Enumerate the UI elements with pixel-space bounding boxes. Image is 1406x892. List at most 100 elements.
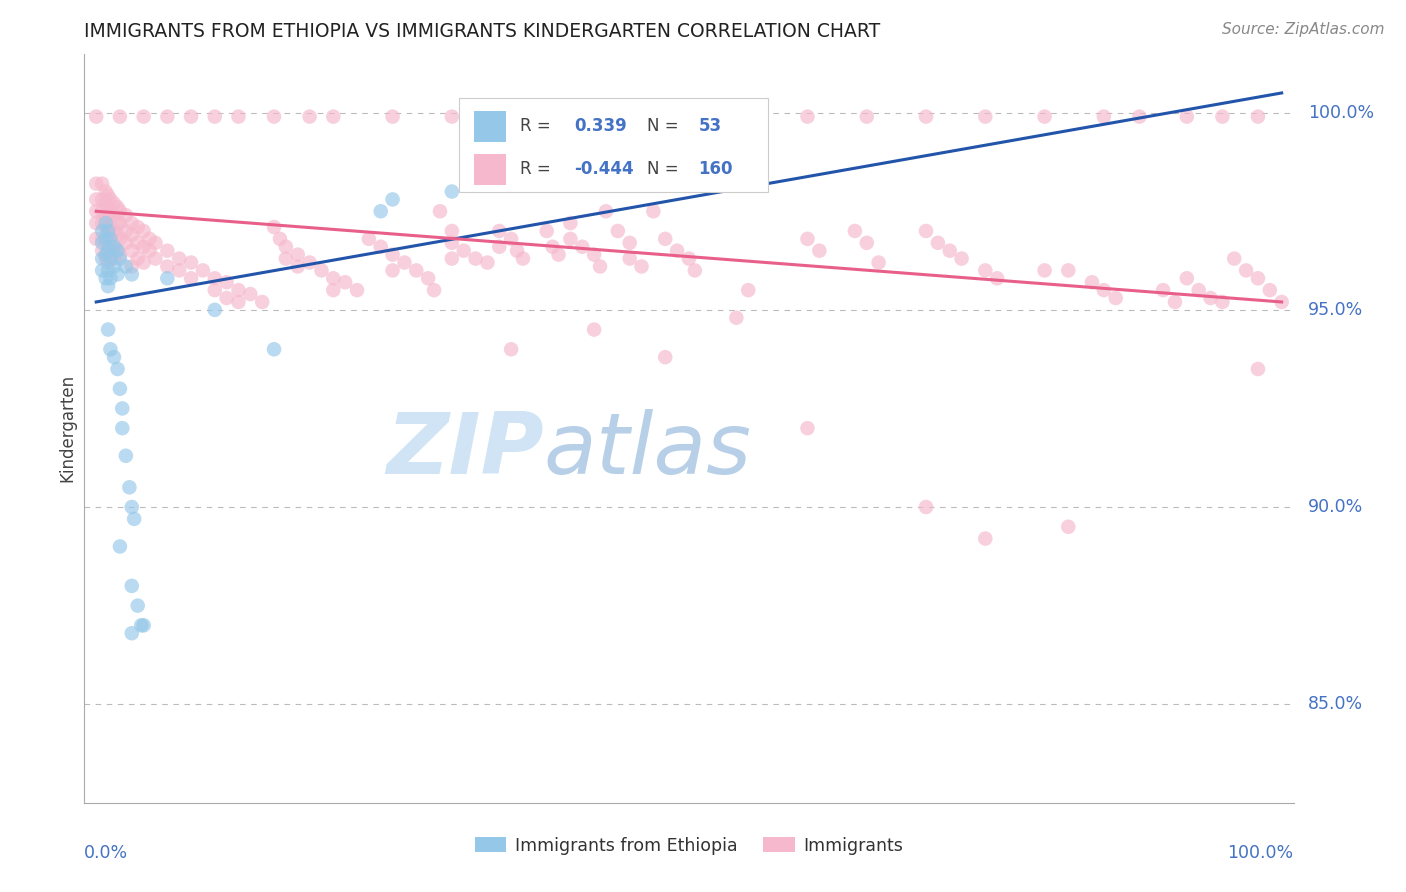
Text: 0.0%: 0.0% — [84, 844, 128, 862]
Point — [132, 110, 155, 124]
Point — [103, 252, 125, 266]
Point — [464, 252, 486, 266]
Point — [855, 110, 877, 124]
Point — [97, 188, 120, 202]
Point — [121, 227, 143, 242]
Point — [94, 220, 117, 235]
Point — [107, 244, 129, 258]
Point — [1258, 283, 1281, 297]
Point — [381, 110, 404, 124]
Point — [394, 255, 416, 269]
Point — [381, 193, 404, 207]
Point — [91, 193, 114, 207]
Point — [1271, 295, 1294, 310]
Point — [678, 110, 700, 124]
Point — [683, 263, 706, 277]
Point — [132, 618, 155, 632]
Point — [974, 532, 997, 546]
Point — [589, 260, 612, 274]
Point — [91, 232, 114, 246]
Point — [108, 216, 131, 230]
Point — [440, 252, 463, 266]
Point — [311, 263, 333, 277]
Point — [107, 216, 129, 230]
Point — [868, 255, 890, 269]
Point — [666, 244, 689, 258]
Text: 53: 53 — [699, 118, 721, 136]
Point — [915, 224, 938, 238]
Point — [440, 224, 463, 238]
Point — [938, 244, 960, 258]
Point — [370, 240, 392, 254]
Point — [122, 512, 145, 526]
Point — [228, 295, 250, 310]
Point — [1164, 295, 1187, 310]
Point — [108, 247, 131, 261]
Point — [595, 204, 617, 219]
Point — [274, 240, 297, 254]
Point — [263, 343, 285, 357]
Text: atlas: atlas — [544, 409, 752, 492]
Point — [381, 247, 404, 261]
Point — [97, 224, 120, 238]
Point — [440, 185, 463, 199]
Point — [619, 252, 641, 266]
Point — [855, 235, 877, 250]
Legend: Immigrants from Ethiopia, Immigrants: Immigrants from Ethiopia, Immigrants — [468, 830, 910, 862]
Point — [536, 224, 558, 238]
Text: 90.0%: 90.0% — [1308, 498, 1364, 516]
Point — [121, 216, 143, 230]
Point — [974, 263, 997, 277]
Point — [440, 235, 463, 250]
Point — [84, 110, 107, 124]
Point — [84, 204, 107, 219]
Point — [121, 626, 143, 640]
Point — [84, 232, 107, 246]
Point — [986, 271, 1008, 285]
Point — [287, 247, 309, 261]
Point — [180, 255, 202, 269]
Text: Source: ZipAtlas.com: Source: ZipAtlas.com — [1222, 22, 1385, 37]
Point — [118, 480, 141, 494]
Point — [115, 208, 138, 222]
Point — [100, 232, 122, 246]
Point — [477, 255, 499, 269]
Point — [100, 193, 122, 207]
Point — [94, 196, 117, 211]
Point — [501, 110, 523, 124]
Point — [103, 208, 125, 222]
Text: 0.339: 0.339 — [574, 118, 627, 136]
Point — [1057, 263, 1080, 277]
Point — [1247, 271, 1270, 285]
Point — [654, 350, 676, 364]
Point — [103, 240, 125, 254]
Point — [844, 224, 866, 238]
Point — [1105, 291, 1128, 305]
Point — [1188, 283, 1211, 297]
Point — [1199, 291, 1222, 305]
Point — [204, 283, 226, 297]
Point — [108, 204, 131, 219]
Point — [322, 110, 344, 124]
Point — [1247, 110, 1270, 124]
Point — [1033, 263, 1056, 277]
Point — [97, 224, 120, 238]
Point — [1211, 110, 1233, 124]
Point — [796, 110, 818, 124]
Point — [512, 252, 534, 266]
Point — [488, 240, 510, 254]
Point — [107, 227, 129, 242]
Point — [191, 263, 214, 277]
Point — [127, 599, 149, 613]
Point — [1247, 362, 1270, 376]
Point — [619, 235, 641, 250]
Point — [115, 449, 138, 463]
Point — [127, 220, 149, 235]
Point — [298, 255, 321, 269]
Text: 95.0%: 95.0% — [1308, 301, 1364, 318]
Text: N =: N = — [647, 118, 683, 136]
Point — [115, 260, 138, 274]
Point — [94, 216, 117, 230]
Point — [100, 252, 122, 266]
Point — [115, 224, 138, 238]
